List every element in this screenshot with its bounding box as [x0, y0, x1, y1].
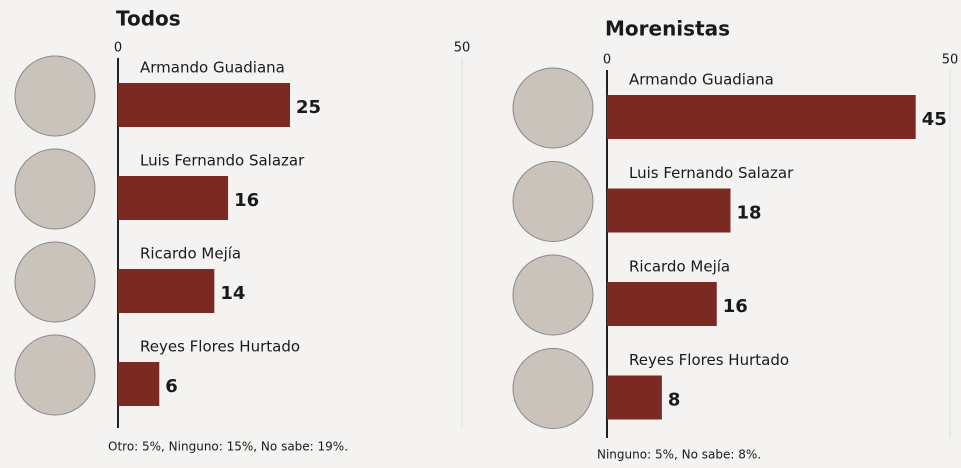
candidate-photo: [14, 55, 96, 137]
x-tick-label: 0: [603, 53, 611, 68]
candidate-photo: [14, 241, 96, 323]
chart-title: Morenistas: [605, 17, 730, 41]
candidate-photo: [512, 67, 594, 149]
category-label: Ricardo Mejía: [629, 258, 730, 276]
bar: [607, 282, 717, 326]
chart-title: Todos: [116, 7, 181, 31]
bar: [118, 362, 160, 406]
category-label: Ricardo Mejía: [140, 245, 241, 263]
x-tick-label: 50: [942, 53, 959, 68]
x-tick-label: 50: [454, 41, 471, 56]
footnote: Otro: 5%, Ninguno: 15%, No sabe: 19%.: [108, 440, 348, 454]
value-label: 25: [296, 97, 321, 118]
bar: [118, 83, 290, 127]
category-label: Reyes Flores Hurtado: [629, 351, 789, 369]
value-label: 45: [922, 109, 947, 130]
value-label: 18: [736, 203, 761, 224]
value-label: 16: [234, 190, 259, 211]
bar: [607, 188, 731, 233]
value-label: 6: [165, 376, 178, 397]
candidate-photo: [512, 348, 594, 429]
value-label: 16: [723, 296, 748, 317]
footnote: Ninguno: 5%, No sabe: 8%.: [597, 448, 761, 462]
bar: [607, 95, 916, 139]
category-label: Luis Fernando Salazar: [140, 152, 305, 170]
candidate-photo: [512, 161, 594, 242]
category-label: Armando Guadiana: [629, 71, 774, 89]
bar: [118, 269, 215, 313]
candidate-photo: [512, 254, 594, 336]
bar: [118, 176, 229, 220]
candidate-photo: [14, 334, 96, 416]
bar: [607, 375, 662, 420]
category-label: Armando Guadiana: [140, 59, 285, 77]
category-label: Luis Fernando Salazar: [629, 164, 794, 182]
category-label: Reyes Flores Hurtado: [140, 338, 300, 356]
candidate-photo: [14, 148, 96, 230]
value-label: 8: [668, 390, 681, 411]
x-tick-label: 0: [114, 41, 122, 56]
value-label: 14: [220, 283, 245, 304]
